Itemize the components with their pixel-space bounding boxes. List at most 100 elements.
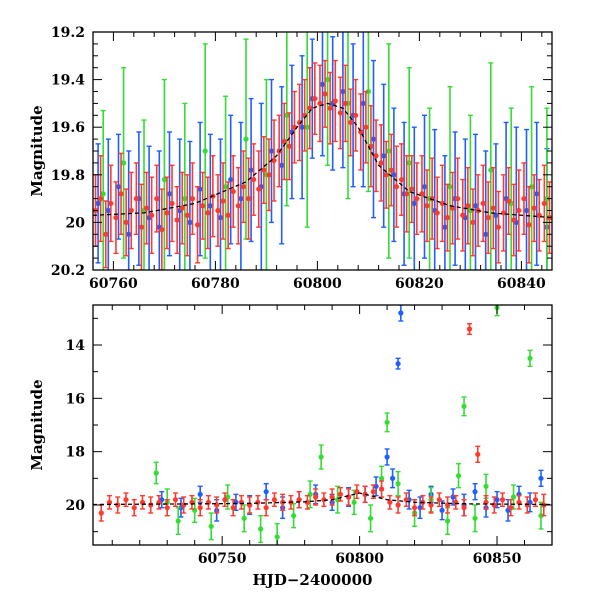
data-point <box>378 486 385 492</box>
data-point <box>414 196 420 202</box>
data-point <box>472 203 479 209</box>
data-point <box>271 157 277 164</box>
data-point <box>327 105 333 111</box>
data-point <box>222 497 228 503</box>
data-point <box>318 454 324 460</box>
x-tick-label: 60800 <box>293 276 342 292</box>
data-point <box>200 203 206 209</box>
data-point <box>243 136 249 142</box>
data-point <box>472 489 478 495</box>
data-point <box>541 200 547 206</box>
data-point <box>378 160 384 166</box>
data-point <box>207 203 213 209</box>
data-point <box>154 196 160 202</box>
data-point <box>538 475 544 481</box>
data-point <box>189 196 196 202</box>
plot-data-area <box>93 305 552 545</box>
data-point <box>386 148 392 154</box>
data-point <box>419 191 425 197</box>
data-point <box>490 205 496 211</box>
data-point <box>197 186 203 192</box>
data-point <box>444 518 451 524</box>
data-point <box>220 198 226 204</box>
data-point <box>108 200 114 206</box>
data-point <box>398 176 405 183</box>
data-point <box>342 100 349 106</box>
data-point <box>118 191 124 197</box>
data-point <box>153 470 159 476</box>
y-tick-label: 19.8 <box>51 168 85 184</box>
x-tick-label: 60820 <box>395 276 444 292</box>
data-point <box>444 215 451 221</box>
series-2-group <box>93 59 552 270</box>
data-point <box>370 136 377 142</box>
data-point <box>460 212 466 218</box>
data-point <box>240 184 247 190</box>
data-point <box>383 172 389 178</box>
data-point <box>411 200 417 206</box>
y-tick-label: 19.6 <box>51 120 85 136</box>
data-point <box>98 196 104 202</box>
data-point <box>391 172 397 178</box>
data-point <box>321 497 327 503</box>
data-point <box>493 212 499 218</box>
data-point <box>268 148 275 154</box>
series-1-group <box>153 305 544 545</box>
data-point <box>172 497 179 503</box>
data-point <box>428 502 434 508</box>
y-tick-label: 19.4 <box>51 73 85 89</box>
data-point <box>384 419 390 425</box>
data-point <box>123 219 129 225</box>
data-point <box>529 184 535 190</box>
data-point <box>329 494 335 500</box>
y-tick-label: 16 <box>66 391 85 407</box>
data-point <box>332 98 338 104</box>
data-point <box>491 502 497 508</box>
data-point <box>373 153 379 159</box>
data-point <box>387 499 393 505</box>
y-tick-label: 20 <box>66 498 86 514</box>
data-point <box>409 186 415 192</box>
data-point <box>346 494 352 500</box>
data-point <box>164 210 170 216</box>
data-point <box>187 219 193 225</box>
x-axis-title: HJD−2400000 <box>253 571 373 589</box>
data-point <box>279 162 285 168</box>
y-axis-title: Magnitude <box>28 379 46 470</box>
data-point <box>131 505 137 511</box>
data-point <box>455 196 461 202</box>
data-point <box>230 188 236 195</box>
x-tick-label: 60840 <box>497 276 546 292</box>
data-point <box>360 100 366 106</box>
data-point <box>524 502 530 508</box>
data-point <box>98 510 104 516</box>
data-point <box>384 454 390 460</box>
data-point <box>217 215 224 221</box>
data-point <box>258 526 264 532</box>
data-point <box>225 212 231 218</box>
y-tick-label: 18 <box>66 445 85 461</box>
x-tick-label: 60760 <box>89 276 138 292</box>
data-point <box>133 196 139 202</box>
data-point <box>256 186 262 192</box>
data-point <box>483 483 489 489</box>
data-point <box>483 231 489 237</box>
y-tick-label: 20.2 <box>51 263 85 279</box>
data-point <box>511 217 517 223</box>
data-point <box>434 210 440 216</box>
data-point <box>494 497 500 503</box>
data-point <box>274 534 280 540</box>
data-point <box>523 207 530 214</box>
data-point <box>197 505 203 511</box>
data-point <box>480 200 486 206</box>
data-point <box>322 91 328 97</box>
data-point <box>159 226 165 233</box>
data-point <box>238 196 244 202</box>
data-point <box>149 212 155 218</box>
data-point <box>439 507 445 513</box>
y-axis-title: Magnitude <box>28 105 46 196</box>
data-point <box>286 143 292 149</box>
y-tick-label: 19.2 <box>51 25 85 41</box>
data-point <box>128 207 134 214</box>
